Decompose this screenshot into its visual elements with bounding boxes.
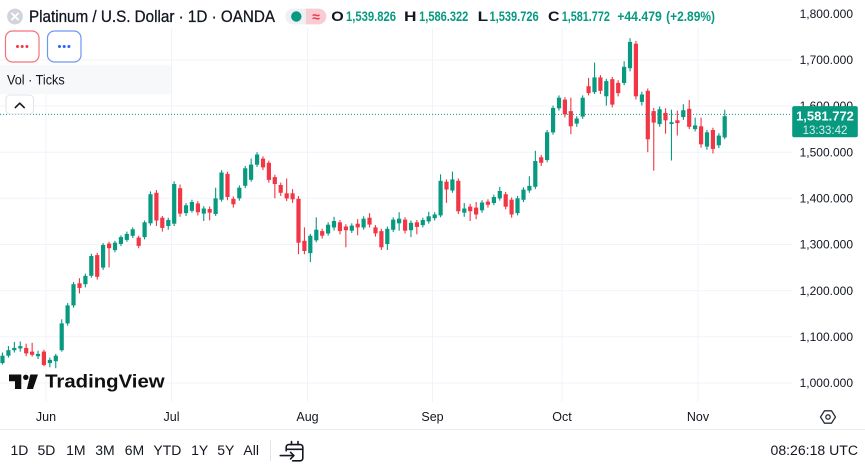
svg-text:Oct: Oct [552, 410, 572, 424]
svg-text:Platinum / U.S. Dollar · 1D ·: Platinum / U.S. Dollar · 1D · OANDA [29, 8, 275, 26]
svg-text:1,581.772: 1,581.772 [562, 9, 610, 24]
svg-text:1,800.000: 1,800.000 [800, 7, 854, 21]
svg-text:Vol · Ticks: Vol · Ticks [7, 73, 65, 88]
svg-text:Sep: Sep [421, 410, 443, 424]
svg-text:3M: 3M [95, 442, 114, 458]
svg-text:Nov: Nov [687, 410, 710, 424]
svg-text:08:26:18 UTC: 08:26:18 UTC [771, 443, 859, 458]
svg-text:≈: ≈ [312, 9, 320, 25]
svg-text:Jun: Jun [36, 410, 56, 424]
svg-text:1D: 1D [10, 442, 28, 458]
svg-text:1,700.000: 1,700.000 [800, 53, 854, 67]
svg-text:1,500.000: 1,500.000 [800, 145, 854, 159]
svg-text:1,200.000: 1,200.000 [800, 284, 854, 298]
svg-text:TradingView: TradingView [45, 371, 165, 392]
svg-text:1,539.726: 1,539.726 [490, 9, 540, 24]
svg-text:1,581.772: 1,581.772 [796, 109, 854, 124]
svg-text:L: L [478, 9, 489, 24]
svg-text:1,100.000: 1,100.000 [800, 330, 854, 344]
svg-text:Aug: Aug [296, 410, 318, 424]
svg-text:1,586.322: 1,586.322 [419, 9, 468, 24]
svg-text:(+2.89%): (+2.89%) [666, 9, 715, 24]
svg-text:1M: 1M [66, 442, 85, 458]
svg-text:5Y: 5Y [217, 442, 235, 458]
svg-text:5D: 5D [37, 442, 55, 458]
svg-text:1,539.826: 1,539.826 [346, 9, 396, 24]
svg-text:YTD: YTD [153, 442, 181, 458]
svg-text:H: H [404, 9, 417, 24]
svg-text:1,000.000: 1,000.000 [800, 376, 854, 390]
svg-text:1Y: 1Y [191, 442, 209, 458]
svg-text:13:33:42: 13:33:42 [803, 125, 848, 137]
svg-text:O: O [331, 9, 344, 24]
svg-text:+44.479: +44.479 [617, 9, 662, 24]
svg-text:All: All [243, 442, 259, 458]
svg-text:Jul: Jul [164, 410, 180, 424]
svg-text:1,400.000: 1,400.000 [800, 192, 854, 206]
svg-text:C: C [548, 9, 560, 24]
svg-text:6M: 6M [125, 442, 144, 458]
svg-text:1,300.000: 1,300.000 [800, 238, 854, 252]
